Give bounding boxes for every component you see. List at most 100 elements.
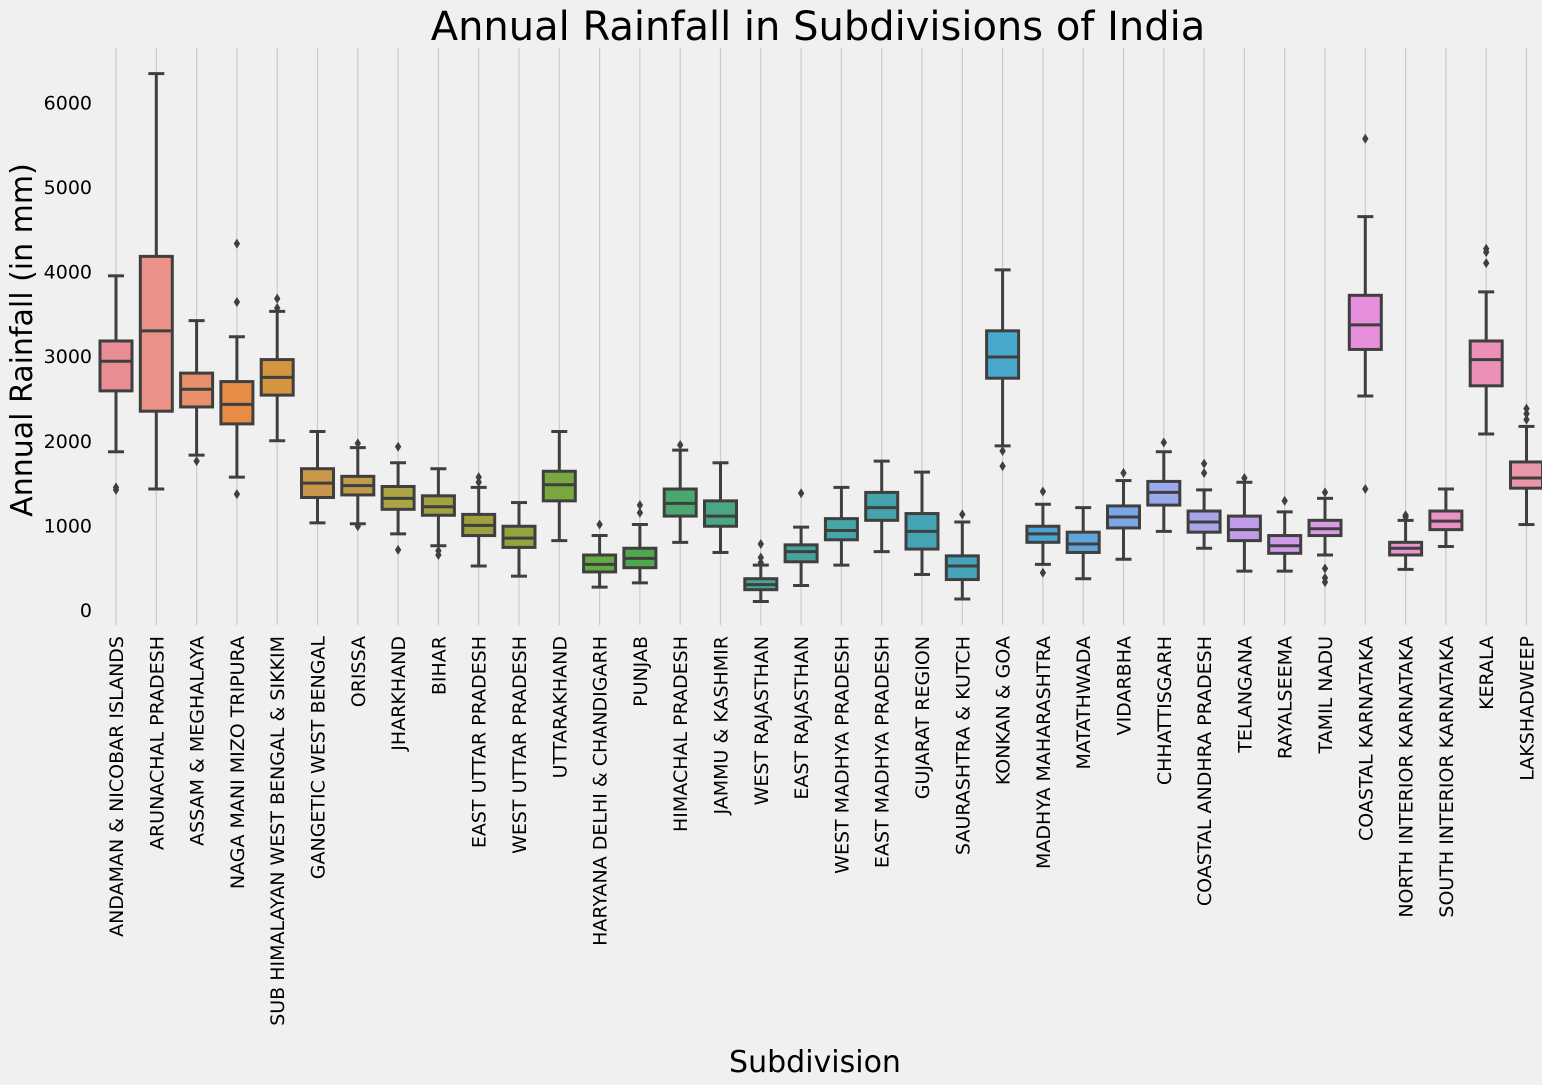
x-tick-label: SAURASHTRA & KUTCH bbox=[952, 636, 974, 855]
box-7 bbox=[380, 441, 416, 555]
x-tick-label: WEST UTTAR PRADESH bbox=[509, 636, 531, 854]
outlier-point bbox=[274, 293, 281, 304]
outlier-point bbox=[233, 297, 241, 308]
outlier-point bbox=[797, 488, 805, 499]
outlier-point bbox=[1241, 473, 1248, 484]
chart-title: Annual Rainfall in Subdivisions of India bbox=[431, 4, 1206, 50]
y-tick-label: 0 bbox=[80, 600, 92, 622]
x-tick-label: GUJARAT REGION bbox=[912, 636, 934, 799]
x-tick-label: UTTARAKHAND bbox=[549, 636, 571, 778]
outlier-point bbox=[757, 539, 764, 550]
x-tick-label: COASTAL ANDHRA PRADESH bbox=[1194, 636, 1216, 906]
outlier-point bbox=[1120, 467, 1127, 478]
y-tick-label: 3000 bbox=[44, 346, 92, 368]
box-iqr bbox=[1509, 460, 1542, 490]
box-3 bbox=[219, 238, 255, 500]
box-18 bbox=[823, 485, 859, 567]
outlier-point bbox=[999, 445, 1006, 456]
x-tick-label: ASSAM & MEGHALAYA bbox=[187, 636, 209, 846]
outlier-point bbox=[354, 521, 361, 532]
box-24 bbox=[1065, 506, 1101, 581]
box-32 bbox=[1388, 510, 1424, 571]
outlier-point bbox=[1523, 403, 1530, 414]
x-tick-label: CHHATTISGARH bbox=[1154, 636, 1176, 785]
outlier-point bbox=[1362, 484, 1369, 495]
box-16 bbox=[743, 539, 779, 604]
box-iqr bbox=[219, 380, 255, 426]
outlier-point bbox=[233, 238, 241, 249]
x-tick-label: NAGA MANI MIZO TRIPURA bbox=[227, 636, 249, 889]
box-20 bbox=[904, 470, 940, 576]
outlier-point bbox=[394, 441, 402, 452]
outlier-point bbox=[475, 477, 482, 488]
box-28 bbox=[1226, 473, 1262, 573]
x-tick-label: NORTH INTERIOR KARNATAKA bbox=[1396, 636, 1418, 918]
box-4 bbox=[259, 293, 295, 443]
outlier-point bbox=[1039, 567, 1047, 578]
x-tick-label: HIMACHAL PRADESH bbox=[670, 636, 692, 832]
box-8 bbox=[420, 467, 456, 561]
box-35 bbox=[1509, 403, 1542, 527]
x-tick-label: EAST RAJASTHAN bbox=[791, 636, 813, 800]
x-tick-label: PUNJAB bbox=[630, 636, 652, 707]
box-iqr bbox=[944, 554, 980, 582]
x-tick-label: KERALA bbox=[1476, 636, 1498, 710]
outlier-point bbox=[233, 489, 241, 500]
x-tick-label: JAMMU & KASHMIR bbox=[711, 636, 733, 816]
outlier-point bbox=[1281, 495, 1288, 506]
box-27 bbox=[1186, 458, 1222, 550]
x-tick-label: KONKAN & GOA bbox=[993, 636, 1015, 785]
box-17 bbox=[783, 488, 819, 587]
box-29 bbox=[1267, 495, 1303, 573]
outlier-point bbox=[677, 440, 684, 451]
box-iqr bbox=[98, 339, 134, 393]
outlier-point bbox=[1402, 510, 1409, 521]
x-tick-label: TAMIL NADU bbox=[1315, 636, 1337, 755]
x-tick-label: GANGETIC WEST BENGAL bbox=[308, 636, 330, 880]
outlier-point bbox=[959, 509, 966, 520]
outlier-point bbox=[1321, 487, 1329, 498]
outlier-point bbox=[1160, 437, 1167, 448]
outlier-point bbox=[475, 472, 482, 483]
x-tick-label: MADHYA MAHARASHTRA bbox=[1033, 636, 1055, 869]
x-tick-label: HARYANA DELHI & CHANDIGARH bbox=[590, 636, 612, 946]
box-19 bbox=[864, 459, 900, 554]
box-15 bbox=[703, 461, 738, 554]
box-34 bbox=[1468, 243, 1504, 436]
x-tick-label: ORISSA bbox=[348, 636, 370, 707]
x-tick-label: TELANGANA bbox=[1234, 636, 1256, 754]
y-tick-label: 1000 bbox=[44, 515, 92, 537]
box-iqr bbox=[138, 254, 174, 413]
box-0 bbox=[98, 274, 134, 495]
outlier-point bbox=[394, 544, 402, 555]
x-tick-label: WEST MADHYA PRADESH bbox=[831, 636, 853, 874]
outlier-point bbox=[1321, 563, 1329, 574]
x-tick-label: JHARKHAND bbox=[388, 636, 410, 752]
box-1 bbox=[138, 72, 174, 491]
x-tick-label: LAKSHADWEEP bbox=[1517, 636, 1539, 781]
x-axis-ticks: ANDAMAN & NICOBAR ISLANDS ARUNACHAL PRADE… bbox=[106, 636, 1539, 1026]
box-2 bbox=[179, 319, 215, 467]
x-tick-label: EAST UTTAR PRADESH bbox=[469, 636, 491, 848]
outlier-point bbox=[636, 500, 644, 511]
x-tick-label: VIDARBHA bbox=[1114, 636, 1136, 735]
y-tick-label: 2000 bbox=[44, 431, 92, 453]
outlier-point bbox=[274, 302, 281, 313]
box-iqr bbox=[703, 499, 738, 528]
boxes bbox=[98, 72, 1542, 604]
outlier-point bbox=[1200, 467, 1208, 478]
box-iqr bbox=[1347, 293, 1383, 351]
outlier-point bbox=[596, 519, 603, 530]
x-axis-label: Subdivision bbox=[729, 1045, 901, 1080]
outlier-point bbox=[757, 552, 764, 563]
x-tick-label: SUB HIMALAYAN WEST BENGAL & SIKKIM bbox=[267, 636, 289, 1026]
box-10 bbox=[501, 501, 537, 578]
box-iqr bbox=[1065, 530, 1101, 554]
outlier-point bbox=[1523, 408, 1530, 419]
x-tick-label: EAST MADHYA PRADESH bbox=[872, 636, 894, 868]
box-12 bbox=[582, 519, 618, 589]
box-33 bbox=[1428, 487, 1464, 549]
outlier-point bbox=[757, 557, 764, 568]
outlier-point bbox=[1483, 258, 1490, 269]
